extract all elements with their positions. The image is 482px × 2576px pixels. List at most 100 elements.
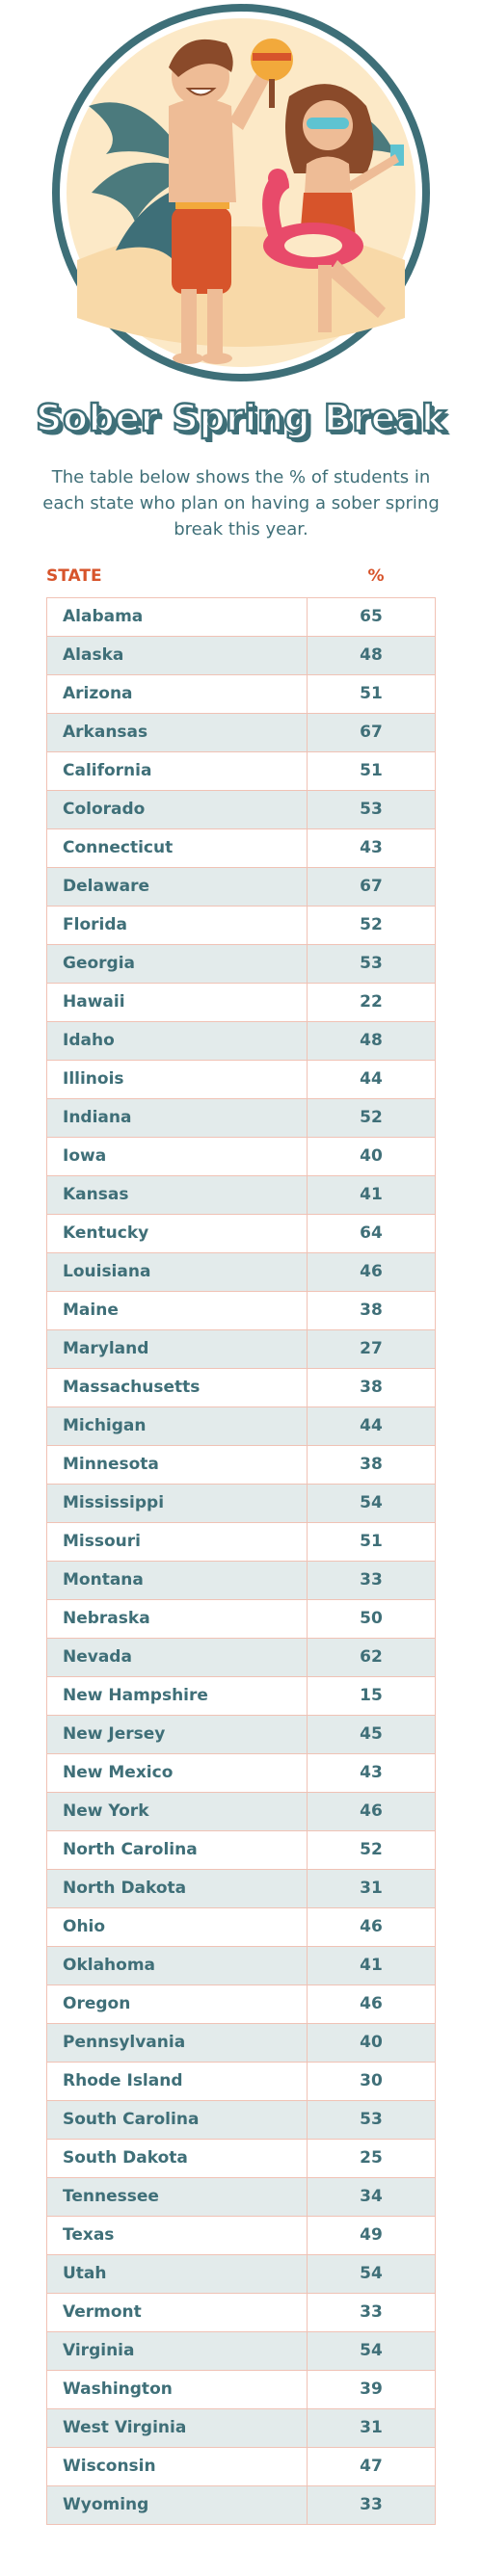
table-row: Nebraska 50 (47, 1600, 435, 1639)
state-name: New Jersey (47, 1716, 308, 1753)
state-name: Texas (47, 2217, 308, 2254)
state-percent: 52 (360, 1108, 383, 1127)
state-percent: 45 (360, 1724, 383, 1744)
state-percent: 40 (360, 2033, 383, 2052)
state-percent: 39 (360, 2379, 383, 2399)
state-name: Missouri (47, 1523, 308, 1561)
table-row: Vermont 33 (47, 2294, 435, 2332)
column-header-percent: % (367, 566, 385, 586)
table-row: Missouri 51 (47, 1523, 435, 1562)
table-row: Idaho 48 (47, 1022, 435, 1061)
table-row: Kansas 41 (47, 1176, 435, 1215)
table-row: Maryland 27 (47, 1330, 435, 1369)
state-name: Oklahoma (47, 1947, 308, 1985)
state-name: Tennessee (47, 2178, 308, 2216)
table-row: Montana 33 (47, 1562, 435, 1600)
state-name: New Mexico (47, 1754, 308, 1792)
state-name: New York (47, 1793, 308, 1830)
state-percent: 49 (360, 2225, 383, 2245)
state-name: Colorado (47, 791, 308, 828)
table-row: Mississippi 54 (47, 1485, 435, 1523)
table-row: South Dakota 25 (47, 2140, 435, 2178)
state-percent: 46 (360, 1801, 383, 1821)
table-row: Colorado 53 (47, 791, 435, 829)
state-percent: 54 (360, 2341, 383, 2360)
table-row: New York 46 (47, 1793, 435, 1831)
table-row: Virginia 54 (47, 2332, 435, 2371)
state-name: Vermont (47, 2294, 308, 2331)
page-subtitle: The table below shows the % of students … (42, 467, 440, 539)
state-percent: 46 (360, 1262, 383, 1281)
state-name: Oregon (47, 1985, 308, 2023)
state-name: Virginia (47, 2332, 308, 2370)
table-row: New Hampshire 15 (47, 1677, 435, 1716)
state-percent: 46 (360, 1994, 383, 2013)
state-percent: 38 (360, 1378, 383, 1397)
table-row: Ohio 46 (47, 1908, 435, 1947)
state-percent: 51 (360, 761, 383, 780)
table-row: Michigan 44 (47, 1407, 435, 1446)
table-row: Texas 49 (47, 2217, 435, 2255)
state-percent-table: Alabama 65 Alaska 48 Arizona 51 Arkansas 67 Cali… (46, 597, 436, 2525)
state-percent: 43 (360, 1763, 383, 1782)
table-row: New Mexico 43 (47, 1754, 435, 1793)
state-percent: 64 (360, 1223, 383, 1243)
state-name: Idaho (47, 1022, 308, 1060)
state-name: Alabama (47, 598, 308, 636)
state-percent: 51 (360, 1532, 383, 1551)
table-row: Pennsylvania 40 (47, 2024, 435, 2063)
table-row: Massachusetts 38 (47, 1369, 435, 1407)
state-percent: 41 (360, 1185, 383, 1204)
state-percent: 48 (360, 1031, 383, 1050)
table-row: Wyoming 33 (47, 2486, 435, 2525)
state-name: Hawaii (47, 984, 308, 1021)
table-row: Alabama 65 (47, 598, 435, 637)
table-row: South Carolina 53 (47, 2101, 435, 2140)
state-name: Wisconsin (47, 2448, 308, 2485)
table-row: West Virginia 31 (47, 2409, 435, 2448)
state-name: California (47, 752, 308, 790)
state-name: Michigan (47, 1407, 308, 1445)
state-percent: 40 (360, 1146, 383, 1166)
table-row: Alaska 48 (47, 637, 435, 675)
table-row: Hawaii 22 (47, 984, 435, 1022)
state-percent: 53 (360, 800, 383, 819)
state-percent: 38 (360, 1455, 383, 1474)
state-name: Arkansas (47, 714, 308, 751)
table-row: Oklahoma 41 (47, 1947, 435, 1985)
state-percent: 15 (360, 1686, 383, 1705)
state-percent: 54 (360, 2264, 383, 2283)
table-row: Arizona 51 (47, 675, 435, 714)
state-name: Utah (47, 2255, 308, 2293)
page-title: Sober Spring Break (35, 396, 447, 441)
state-name: Indiana (47, 1099, 308, 1137)
table-row: Minnesota 38 (47, 1446, 435, 1485)
table-row: Oregon 46 (47, 1985, 435, 2024)
state-name: Pennsylvania (47, 2024, 308, 2062)
state-name: Delaware (47, 868, 308, 906)
table-row: California 51 (47, 752, 435, 791)
state-name: Montana (47, 1562, 308, 1599)
table-row: Wisconsin 47 (47, 2448, 435, 2486)
state-name: Wyoming (47, 2486, 308, 2524)
state-name: Louisiana (47, 1253, 308, 1291)
state-name: Rhode Island (47, 2063, 308, 2100)
state-percent: 46 (360, 1917, 383, 1936)
state-percent: 48 (360, 645, 383, 665)
table-row: North Carolina 52 (47, 1831, 435, 1870)
state-percent: 30 (360, 2071, 383, 2090)
table-row: Illinois 44 (47, 1061, 435, 1099)
table-row: Florida 52 (47, 907, 435, 945)
state-name: Georgia (47, 945, 308, 983)
table-row: North Dakota 31 (47, 1870, 435, 1908)
state-percent: 52 (360, 915, 383, 934)
table-row: Iowa 40 (47, 1138, 435, 1176)
state-name: Alaska (47, 637, 308, 674)
state-percent: 22 (360, 992, 383, 1012)
state-name: Nebraska (47, 1600, 308, 1638)
state-name: Mississippi (47, 1485, 308, 1522)
state-percent: 34 (360, 2187, 383, 2206)
state-name: New Hampshire (47, 1677, 308, 1715)
state-name: Maine (47, 1292, 308, 1329)
state-percent: 50 (360, 1609, 383, 1628)
